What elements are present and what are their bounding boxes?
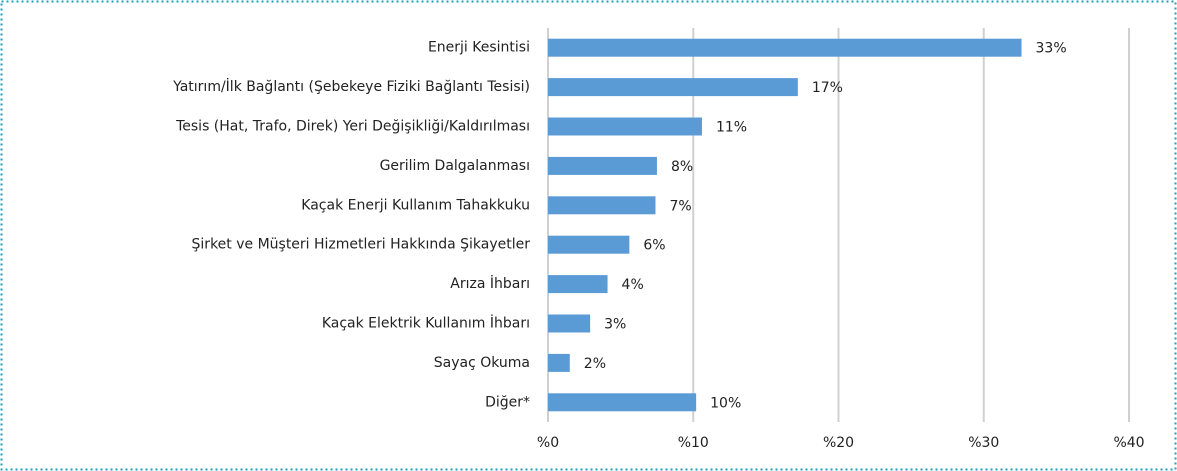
bar (548, 393, 697, 412)
value-label: 10% (710, 395, 741, 411)
x-tick-label: %20 (823, 435, 854, 451)
y-tick-label: Enerji Kesintisi (428, 40, 530, 56)
value-label: 33% (1036, 41, 1067, 57)
x-tick-label: %10 (678, 435, 709, 451)
bar (548, 314, 591, 333)
value-label: 4% (622, 277, 644, 293)
y-tick-label: Gerilim Dalgalanması (380, 158, 530, 174)
y-tick-label: Kaçak Elektrik Kullanım İhbarı (322, 314, 530, 332)
x-tick-label: %0 (537, 435, 559, 451)
bar (548, 353, 570, 372)
y-tick-label: Yatırım/İlk Bağlantı (Şebekeye Fiziki Ba… (172, 77, 530, 95)
value-label: 7% (669, 198, 691, 214)
value-label: 2% (584, 356, 606, 372)
bar (548, 156, 657, 175)
y-tick-label: Tesis (Hat, Trafo, Direk) Yeri Değişikli… (175, 119, 530, 135)
bar (548, 78, 798, 97)
bar (548, 275, 608, 294)
x-tick-label: %40 (1113, 435, 1144, 451)
y-tick-label: Arıza İhbarı (450, 274, 530, 292)
y-tick-label: Sayaç Okuma (434, 355, 530, 371)
bar (548, 235, 630, 254)
value-label: 6% (643, 238, 665, 254)
value-label: 17% (812, 80, 843, 96)
bar (548, 38, 1022, 57)
value-label: 11% (716, 120, 747, 136)
x-tick-label: %30 (968, 435, 999, 451)
y-tick-label: Şirket ve Müşteri Hizmetleri Hakkında Şi… (192, 237, 531, 253)
y-tick-label: Diğer* (485, 394, 530, 410)
bar (548, 117, 702, 136)
value-label: 8% (671, 159, 693, 175)
y-tick-label: Kaçak Enerji Kullanım Tahakkuku (301, 197, 530, 213)
bar (548, 196, 656, 215)
value-label: 3% (604, 317, 626, 333)
